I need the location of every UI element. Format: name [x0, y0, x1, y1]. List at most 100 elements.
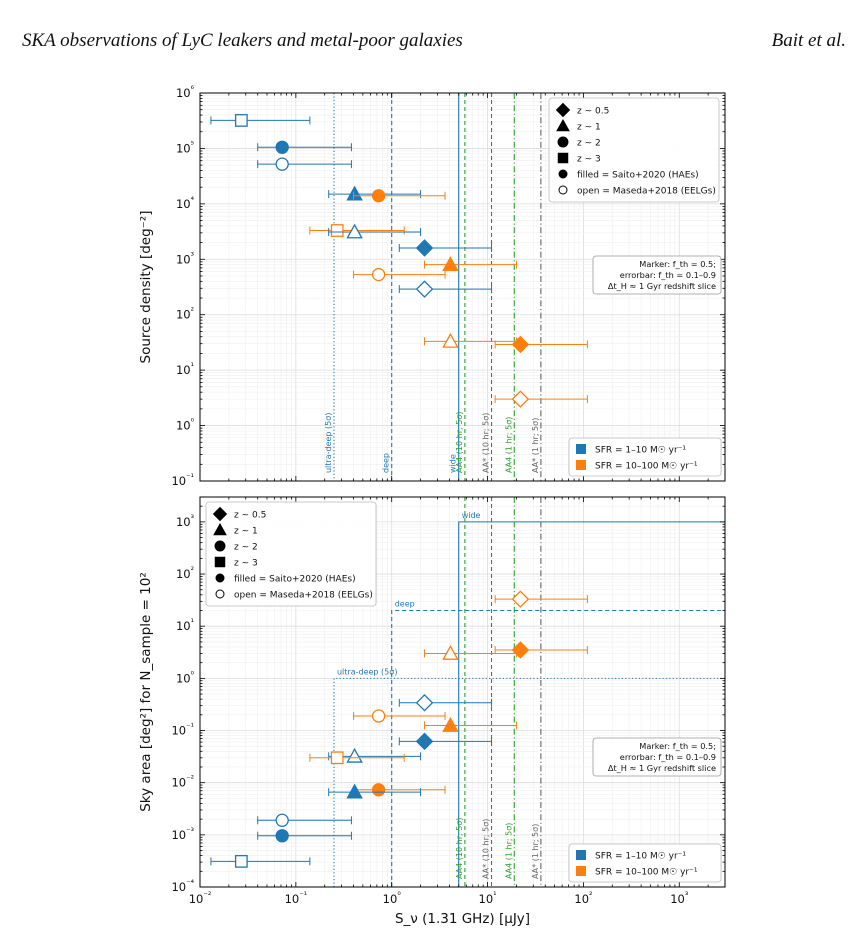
sensitivity-label: AA4 (1 hr; 5σ): [504, 823, 513, 879]
tick-layer: [199, 496, 726, 888]
data-point-circle: [371, 267, 386, 282]
data-point-circle: [371, 783, 386, 797]
sensitivity-label: wide: [449, 454, 458, 473]
data-point-square: [330, 751, 344, 765]
sensitivity-label: AA4 (10 hr; 5σ): [455, 411, 464, 473]
survey-label: deep: [395, 600, 415, 609]
data-point-triangle: [442, 716, 459, 732]
legend-entry: filled = Saito+2020 (HAEs): [234, 575, 356, 585]
data-points: [210, 114, 588, 408]
x-tick-label: 10¹: [479, 891, 497, 906]
data-point-circle: [371, 709, 386, 723]
note-box: Marker: f_th = 0.5;errorbar: f_th = 0.1–…: [592, 255, 722, 295]
y-tick-label: 10³: [176, 514, 194, 529]
note-line: Marker: f_th = 0.5;: [639, 741, 716, 751]
data-point-circle: [275, 157, 289, 171]
survey-lines: [333, 497, 725, 887]
sfr-legend-box: [568, 437, 722, 477]
data-point-diamond: [511, 641, 530, 659]
y-tick-label: 10³: [176, 251, 194, 266]
data-point-circle: [275, 140, 289, 154]
note-line: errorbar: f_th = 0.1–0.9: [620, 270, 716, 280]
sfr-legend-entry: SFR = 1–10 M☉ yr⁻¹: [595, 446, 686, 456]
data-point-triangle: [442, 256, 459, 272]
y-axis-label: Source density [deg⁻²]: [138, 211, 154, 364]
sensitivity-label: AA4 (10 hr; 5σ): [455, 817, 464, 879]
sfr-legend-entry: SFR = 10–100 M☉ yr⁻¹: [595, 462, 698, 472]
y-tick-label: 10⁰: [176, 670, 195, 685]
legend-entry: z ∼ 3: [234, 559, 258, 569]
sensitivity-label: AA* (10 hr; 5σ): [482, 413, 491, 473]
y-tick-label: 10⁵: [176, 140, 194, 155]
data-point-triangle: [346, 783, 363, 799]
data-points: [210, 590, 588, 868]
sfr-swatch: [576, 460, 586, 470]
survey-label: wide: [462, 511, 481, 520]
tick-layer: [199, 92, 726, 482]
survey-box-deep: [391, 609, 725, 887]
data-point-triangle: [346, 223, 363, 239]
data-point-triangle: [346, 185, 363, 201]
sfr-legend-box: [568, 843, 722, 883]
legend-entry: z ∼ 1: [577, 123, 601, 133]
legend-entry: filled = Saito+2020 (HAEs): [577, 171, 699, 181]
legend-entry: z ∼ 2: [234, 543, 258, 553]
note-frame: [592, 737, 722, 777]
legend-entry: z ∼ 3: [577, 155, 601, 165]
x-tick-label: 10⁻²: [189, 891, 212, 906]
y-tick-label: 10⁻²: [171, 775, 194, 790]
legend-marker-circle: [214, 540, 226, 552]
data-point-diamond: [511, 335, 530, 354]
data-point-diamond: [511, 390, 530, 408]
sky-area-panel: ultra-deep (5σ) deep wide AA4 (10 hr; 5σ) AA…: [138, 496, 726, 927]
data-point-triangle: [442, 644, 459, 660]
x-tick-label: 10³: [670, 891, 688, 906]
marker-legend: z ∼ 0.5 z ∼ 1 z ∼ 2 z ∼ 3 filled = Saito+202…: [205, 501, 377, 607]
legend-marker-open: [215, 589, 225, 599]
legend-entry: z ∼ 0.5: [577, 107, 609, 117]
legend-marker-triangle: [556, 118, 570, 132]
sfr-swatch: [576, 850, 586, 860]
sensitivity-label: AA* (1 hr; 5σ): [531, 824, 540, 879]
legend-marker-square: [557, 152, 569, 164]
data-point-square: [234, 114, 248, 127]
legend-marker-square: [214, 556, 226, 568]
y-tick-label: 10²: [176, 307, 194, 322]
x-tick-label: 10⁻¹: [285, 891, 308, 906]
sensitivity-label: AA* (1 hr; 5σ): [531, 418, 540, 473]
legend-entry: z ∼ 2: [577, 139, 601, 149]
sensitivity-label: ultra-deep (5σ): [324, 413, 333, 473]
y-tick-label: 10⁻⁴: [171, 879, 194, 894]
legend-marker-diamond: [555, 102, 571, 118]
data-point-diamond: [511, 590, 530, 608]
data-point-triangle: [442, 332, 459, 348]
sfr-legend: SFR = 1–10 M☉ yr⁻¹ SFR = 10–100 M☉ yr⁻¹: [568, 437, 722, 477]
y-axis-label: Sky area [deg²] for N_sample = 10²: [138, 572, 154, 812]
running-header-title: SKA observations of LyC leakers and meta…: [22, 30, 463, 51]
note-line: errorbar: f_th = 0.1–0.9: [620, 752, 716, 762]
x-axis-label: S_ν (1.31 GHz) [μJy]: [395, 911, 530, 927]
y-tick-label: 10¹: [176, 362, 194, 377]
legend-box: [548, 97, 720, 203]
plot-frame: [199, 496, 726, 888]
legend-marker-circle: [557, 136, 569, 148]
data-point-triangle: [346, 747, 363, 763]
sensitivity-label: deep: [382, 453, 391, 473]
legend-entry: z ∼ 1: [234, 527, 258, 537]
data-point-square: [330, 224, 344, 237]
sfr-legend: SFR = 1–10 M☉ yr⁻¹ SFR = 10–100 M☉ yr⁻¹: [568, 843, 722, 883]
y-tick-label: 10⁶: [176, 85, 195, 100]
data-point-circle: [275, 813, 289, 827]
y-tick-label: 10⁻¹: [171, 473, 194, 488]
note-frame: [592, 255, 722, 295]
x-tick-label: 10⁰: [383, 891, 402, 906]
note-line: Δt_H ≈ 1 Gyr redshift slice: [608, 763, 716, 773]
legend-marker-triangle: [213, 522, 227, 536]
marker-legend: z ∼ 0.5 z ∼ 1 z ∼ 2 z ∼ 3 filled = Saito+202…: [548, 97, 720, 203]
sfr-swatch: [576, 866, 586, 876]
note-line: Marker: f_th = 0.5;: [639, 259, 716, 269]
survey-box-wide: [458, 521, 725, 887]
legend-marker-filled: [215, 573, 225, 583]
sfr-legend-entry: SFR = 1–10 M☉ yr⁻¹: [595, 852, 686, 862]
